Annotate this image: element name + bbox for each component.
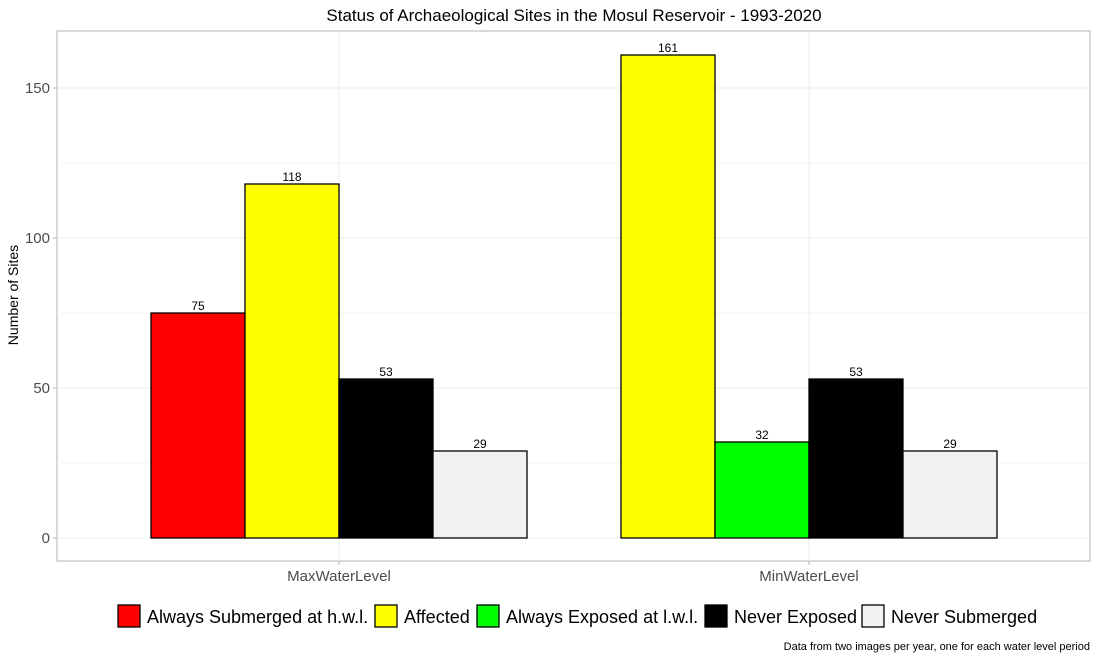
data-label: 53 [379, 365, 393, 379]
y-tick-label: 50 [33, 380, 50, 397]
x-tick-label: MinWaterLevel [759, 568, 858, 585]
panel-border [56, 30, 1091, 562]
data-label: 32 [755, 428, 769, 442]
legend-key [704, 604, 728, 628]
bar-affected-maxwaterlevel [244, 183, 340, 539]
legend-key [117, 604, 141, 628]
x-tick-label: MaxWaterLevel [287, 568, 391, 585]
legend-label: Affected [404, 607, 470, 627]
bar-always-submerged-at-h-w-l-maxwaterlevel [150, 312, 246, 539]
y-tick-label: 150 [25, 80, 50, 97]
bars [150, 54, 998, 539]
y-tick-label: 0 [42, 530, 50, 547]
data-label: 53 [849, 365, 863, 379]
data-label: 75 [191, 299, 205, 313]
y-axis: 0 50 100 150 [25, 80, 57, 547]
plot-area: 75 118 53 29 161 32 53 29 [56, 30, 1091, 562]
y-axis-title: Number of Sites [5, 245, 21, 345]
legend-key [476, 604, 500, 628]
legend-label: Always Submerged at h.w.l. [147, 607, 368, 627]
bar-never-exposed-maxwaterlevel [338, 378, 434, 539]
data-label: 161 [658, 41, 678, 55]
chart-title: Status of Archaeological Sites in the Mo… [326, 6, 821, 25]
data-label: 29 [943, 437, 957, 451]
legend-label: Always Exposed at l.w.l. [506, 607, 698, 627]
bar-always-exposed-at-l-w-l-minwaterlevel [714, 441, 810, 539]
legend-key [374, 604, 398, 628]
legend-key [861, 604, 885, 628]
data-label: 118 [282, 170, 301, 184]
bar-never-submerged-maxwaterlevel [432, 450, 528, 539]
y-tick-label: 100 [25, 230, 50, 247]
legend-label: Never Exposed [734, 607, 857, 627]
bar-never-exposed-minwaterlevel [808, 378, 904, 539]
chart-caption: Data from two images per year, one for e… [784, 641, 1090, 653]
x-axis: MaxWaterLevel MinWaterLevel [287, 561, 859, 585]
legend: Always Submerged at h.w.l. Affected Always… [117, 604, 1037, 628]
legend-label: Never Submerged [891, 607, 1037, 627]
data-labels: 75 118 53 29 161 32 53 29 [191, 41, 957, 451]
bar-never-submerged-minwaterlevel [902, 450, 998, 539]
bar-affected-minwaterlevel [620, 54, 716, 539]
data-label: 29 [473, 437, 487, 451]
